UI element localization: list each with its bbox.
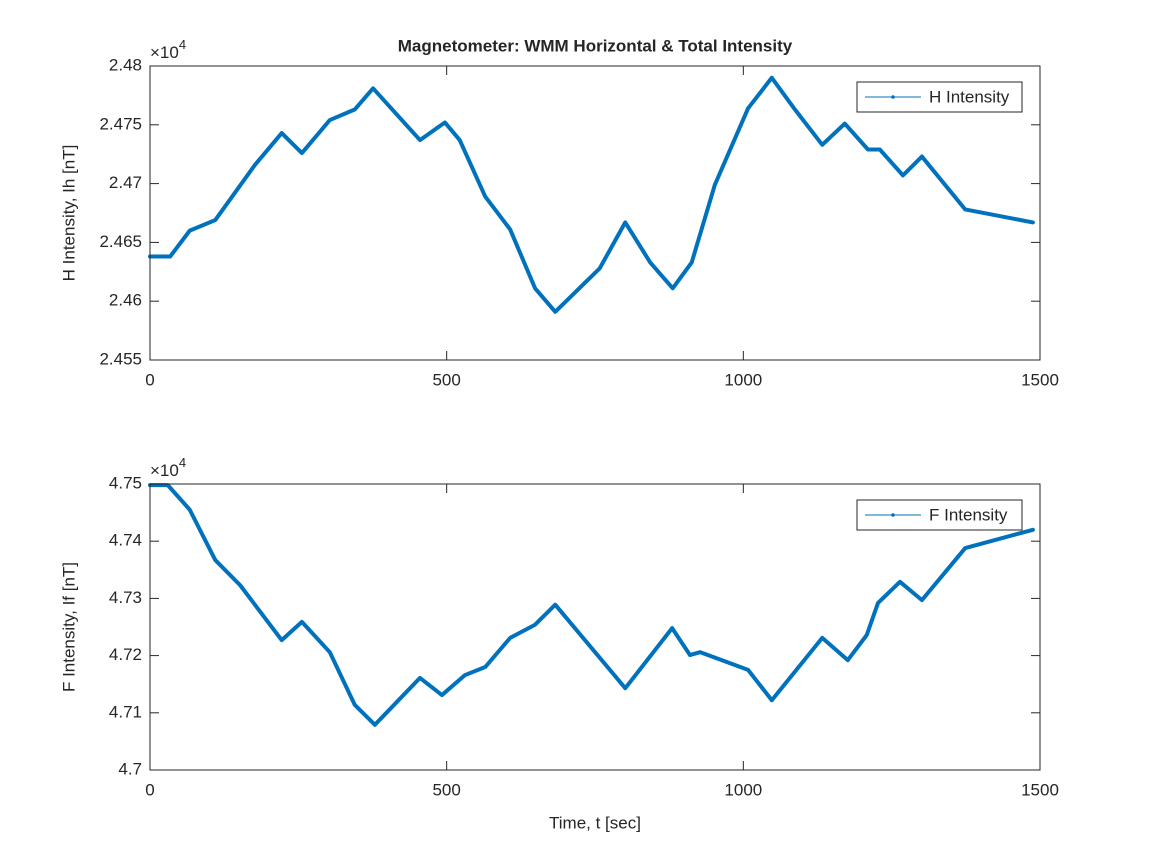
y-tick-label: 4.75 bbox=[109, 473, 142, 492]
y-axis-label: H Intensity, Ih [nT] bbox=[59, 145, 78, 282]
y-tick-label: 2.475 bbox=[99, 114, 142, 133]
y-exponent-base: ×10 bbox=[150, 461, 179, 480]
x-tick-label: 0 bbox=[145, 370, 154, 389]
y-tick-label: 2.47 bbox=[109, 173, 142, 192]
y-tick-label: 4.73 bbox=[109, 588, 142, 607]
y-exponent: ×104 bbox=[150, 37, 186, 62]
axes-box bbox=[149, 483, 1041, 771]
y-tick-label: 2.46 bbox=[109, 291, 142, 310]
legend-box bbox=[856, 499, 1023, 531]
y-tick-label: 2.48 bbox=[109, 55, 142, 74]
x-tick-label: 1500 bbox=[1021, 780, 1059, 799]
legend-label: F Intensity bbox=[929, 505, 1008, 524]
axes-box bbox=[149, 65, 1041, 361]
axes-background bbox=[150, 66, 1040, 360]
x-tick-label: 1000 bbox=[724, 370, 762, 389]
y-tick-label: 4.71 bbox=[109, 702, 142, 721]
y-exponent-power: 4 bbox=[179, 455, 186, 470]
data-line bbox=[148, 483, 1035, 727]
y-tick-label: 4.74 bbox=[109, 531, 142, 550]
y-exponent: ×104 bbox=[150, 455, 186, 480]
x-tick-label: 0 bbox=[145, 780, 154, 799]
y-axis-label: F Intensity, If [nT] bbox=[59, 562, 78, 692]
x-tick-label: 500 bbox=[432, 780, 460, 799]
legend-marker bbox=[891, 513, 895, 517]
x-axis-label: Time, t [sec] bbox=[549, 813, 641, 832]
legend-label: H Intensity bbox=[929, 87, 1010, 106]
x-tick-label: 500 bbox=[432, 370, 460, 389]
data-line bbox=[148, 75, 1035, 314]
y-tick-label: 4.7 bbox=[118, 759, 142, 778]
x-tick-label: 1000 bbox=[724, 780, 762, 799]
y-tick-label: 2.465 bbox=[99, 232, 142, 251]
x-tick-label: 1500 bbox=[1021, 370, 1059, 389]
y-exponent-base: ×10 bbox=[150, 43, 179, 62]
legend-marker bbox=[891, 95, 895, 99]
y-tick-label: 2.455 bbox=[99, 349, 142, 368]
y-tick-label: 4.72 bbox=[109, 645, 142, 664]
chart-title: Magnetometer: WMM Horizontal & Total Int… bbox=[398, 36, 793, 55]
y-exponent-power: 4 bbox=[179, 37, 186, 52]
